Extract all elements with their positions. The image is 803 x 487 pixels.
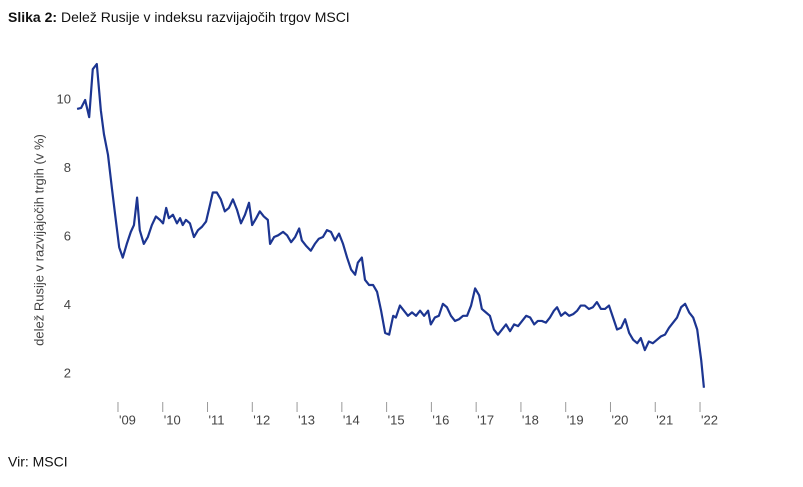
source: Vir: MSCI (8, 454, 68, 470)
y-tick-label: 10 (57, 91, 71, 106)
x-tick-label: '18 (522, 412, 539, 427)
x-tick-label: '14 (343, 412, 360, 427)
y-tick-label: 4 (64, 297, 71, 312)
data-line (76, 62, 706, 388)
x-tick-label: '15 (388, 412, 405, 427)
x-tick-label: '21 (656, 412, 673, 427)
y-tick-label: 2 (64, 365, 71, 380)
x-tick-label: '22 (701, 412, 718, 427)
figure-label: Slika 2: (8, 9, 57, 25)
y-tick-label: 8 (64, 160, 71, 175)
y-axis-label: delež Rusije v razvijajočih trgih (v %) (31, 134, 46, 346)
x-tick-label: '12 (253, 412, 270, 427)
x-tick-label: '13 (298, 412, 315, 427)
x-tick-label: '10 (164, 412, 181, 427)
chart-title: Delež Rusije v indeksu razvijajočih trgo… (61, 9, 350, 25)
x-tick-label: '09 (119, 412, 136, 427)
chart-title-row: Slika 2: Delež Rusije v indeksu razvijajo… (8, 9, 350, 25)
x-tick-label: '20 (611, 412, 628, 427)
x-tick-label: '17 (477, 412, 494, 427)
x-tick-label: '16 (432, 412, 449, 427)
x-tick-label: '19 (567, 412, 584, 427)
y-tick-label: 6 (64, 228, 71, 243)
x-tick-label: '11 (209, 412, 225, 427)
